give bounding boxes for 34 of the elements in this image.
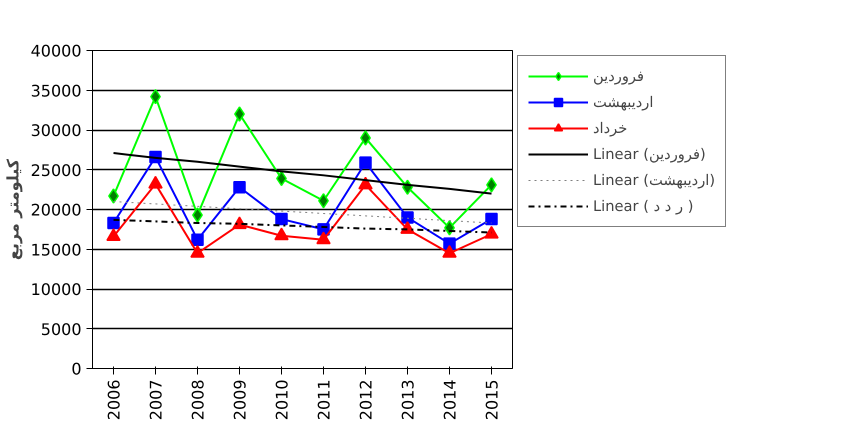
point [191, 233, 204, 246]
legend-label: Linear (اردیبهشت) [593, 172, 716, 188]
x-tick-label: 2014 [440, 380, 460, 420]
legend-label: Linear ( ر د د ) [593, 198, 694, 214]
x-tick-label: 2011 [314, 380, 334, 420]
point [233, 180, 246, 194]
x-tick-label: 2008 [188, 380, 208, 420]
point [485, 212, 498, 226]
point [107, 216, 120, 230]
line-series [112, 152, 492, 195]
point [359, 156, 372, 169]
point [275, 212, 288, 226]
y-tick-label: 15000 [30, 240, 82, 260]
y-tick-label: 40000 [30, 42, 82, 60]
y-tick-label: 25000 [30, 160, 82, 180]
legend-label: اردیبهشت [593, 94, 654, 110]
legend-label: خرداد [593, 120, 628, 136]
x-tick-label: 2010 [272, 380, 292, 420]
y-axis-title: کیلومتر مربع [4, 158, 23, 260]
point [401, 211, 414, 224]
x-tick-label: 2015 [482, 380, 502, 420]
y-tick-label: 0 [71, 360, 82, 378]
legend-label: Linear (فروردین) [593, 146, 706, 162]
legend-label: فروردین [593, 68, 644, 84]
y-tick-label: 20000 [30, 200, 82, 220]
x-tick-label: 2007 [146, 380, 166, 420]
x-tick-label: 2006 [104, 380, 124, 420]
y-tick-label: 10000 [30, 280, 82, 299]
y-tick-label: 5000 [40, 320, 82, 339]
x-tick-label: 2013 [398, 380, 418, 420]
y-tick-label: 30000 [30, 121, 82, 140]
x-tick-label: 2009 [230, 380, 250, 420]
y-tick-label: 35000 [30, 81, 82, 100]
x-tick-label: 2012 [356, 380, 376, 420]
